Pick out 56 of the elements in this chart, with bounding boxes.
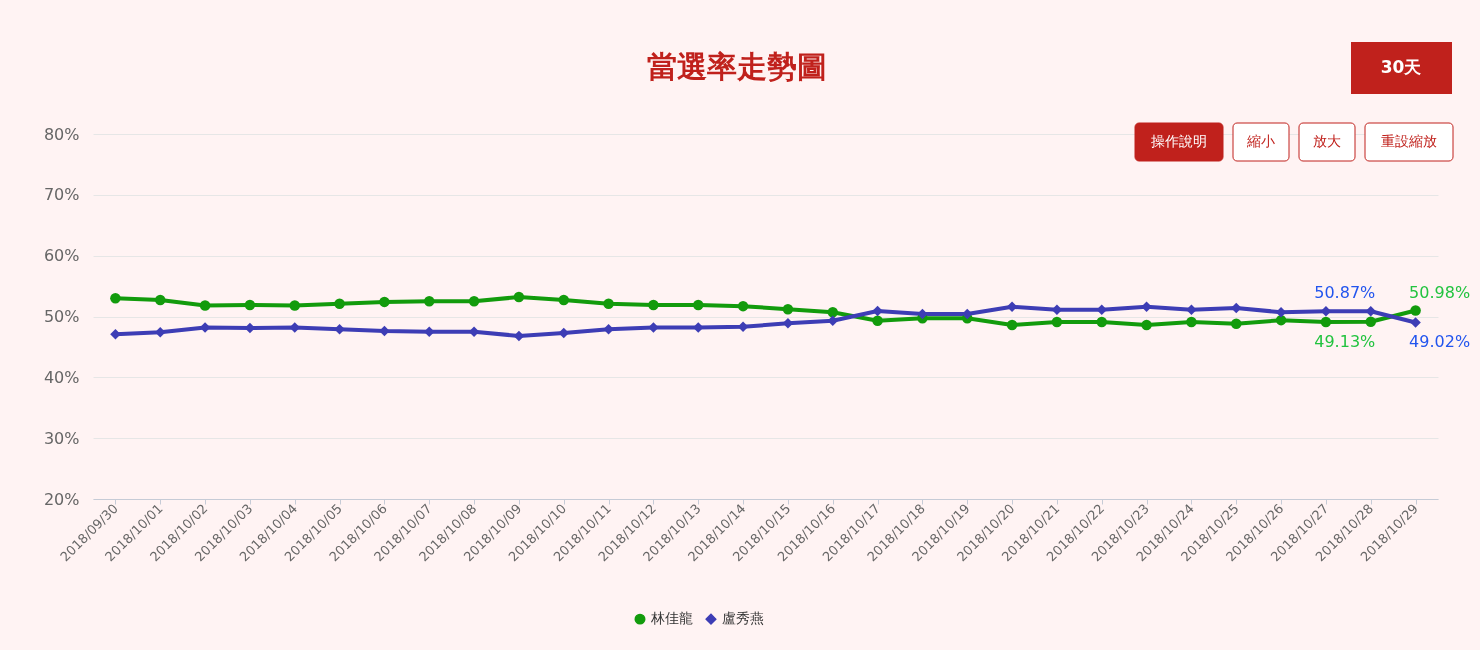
point: [1320, 316, 1332, 328]
point: [1186, 304, 1197, 316]
point: [1006, 319, 1018, 331]
point: [468, 296, 480, 307]
y-tick-label: 80%: [43, 124, 80, 144]
y-tick-label: 70%: [43, 185, 80, 205]
y-tick-label: 30%: [43, 428, 80, 448]
annotation: 縮小: [1246, 133, 1275, 149]
point: [872, 305, 883, 317]
point: [737, 300, 749, 312]
point: [1275, 314, 1287, 326]
point: [1141, 319, 1152, 331]
point: [1096, 316, 1107, 328]
point: [155, 294, 166, 306]
annotation: 操作說明: [1151, 133, 1207, 149]
point: [1410, 305, 1421, 316]
point: [289, 300, 300, 311]
point: [558, 294, 569, 306]
point: [1051, 316, 1063, 328]
data-label: 50.87%: [1314, 283, 1376, 303]
y-tick-label: 60%: [43, 246, 80, 266]
point: [693, 299, 704, 311]
point: [1231, 318, 1242, 330]
y-tick-label: 50%: [43, 307, 80, 326]
y-tick-label: 20%: [43, 489, 80, 509]
point: [379, 296, 390, 308]
text: 30天: [1380, 57, 1422, 77]
point: [379, 325, 390, 337]
point: [244, 299, 256, 311]
point: [155, 327, 166, 338]
point: [603, 298, 614, 309]
data-label: 49.02%: [1409, 332, 1471, 352]
point: [1365, 316, 1376, 328]
point: [872, 315, 883, 326]
y-tick-label: 40%: [43, 367, 80, 387]
point: [648, 299, 659, 311]
point: [558, 327, 569, 339]
data-label: 50.98%: [1409, 282, 1471, 302]
point: [110, 293, 121, 304]
point: [334, 298, 345, 309]
point: [513, 291, 525, 303]
point: [827, 307, 838, 318]
point: [1410, 317, 1421, 328]
point: [199, 300, 211, 311]
point: [917, 308, 928, 320]
chart-title: 當選率走勢圖: [647, 49, 827, 84]
point: [962, 308, 973, 320]
legend-label: 盧秀燕: [722, 610, 764, 627]
data-label: 49.13%: [1314, 331, 1376, 351]
point: [424, 296, 435, 307]
annotation: 放大: [1313, 133, 1341, 149]
legend-label: 林佳龍: [650, 610, 693, 627]
annotation: 重設縮放: [1381, 133, 1437, 149]
point: [1186, 316, 1197, 328]
point: [782, 303, 794, 315]
point: [1231, 302, 1242, 314]
